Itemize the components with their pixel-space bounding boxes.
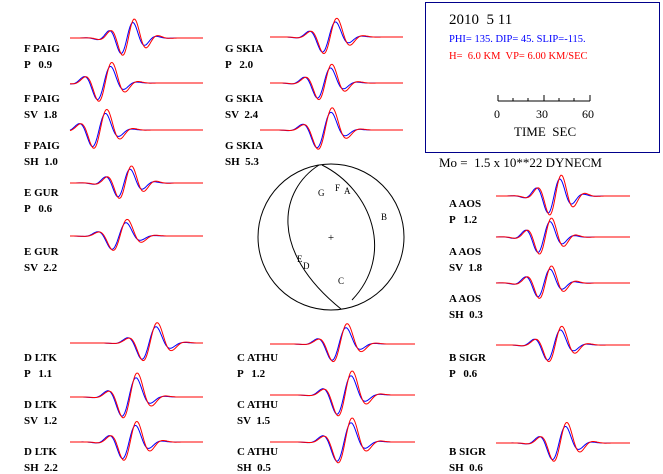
synthetic-trace-ltk-p xyxy=(70,322,203,362)
synthetic-trace-aos-p xyxy=(496,174,630,216)
synthetic-trace-gur-p xyxy=(70,165,203,199)
synthetic-trace-sigr-sh xyxy=(496,421,630,462)
station-marker-e: E xyxy=(297,254,303,264)
trace-label-skia-sv: G SKIA SV 2.4 xyxy=(225,93,264,121)
nodal-plane-2 xyxy=(321,164,376,301)
trace-label-gur-p: E GUR P 0.6 xyxy=(24,187,59,215)
trace-label-ltk-sh: D LTK SH 2.2 xyxy=(24,446,58,474)
synthetic-trace-ltk-sh xyxy=(70,420,203,461)
synthetic-trace-skia-p xyxy=(270,17,403,55)
waveform-skia-sv xyxy=(270,63,403,101)
ball-center-mark: + xyxy=(328,232,334,244)
trace-label-paig-sh: F PAIG SH 1.0 xyxy=(24,140,60,168)
trace-label-athu-p: C ATHU P 1.2 xyxy=(237,352,279,380)
waveform-paig-p xyxy=(70,18,203,56)
synthetic-trace-ltk-sv xyxy=(70,372,203,419)
synthetic-trace-aos-sv xyxy=(496,217,630,255)
time-axis-label: TIME SEC xyxy=(514,124,577,139)
trace-label-ltk-sv: D LTK SV 1.2 xyxy=(24,399,58,427)
event-info-box: 2010 5 11 PHI= 135. DIP= 45. SLIP=-115. … xyxy=(425,2,660,153)
waveform-ltk-p xyxy=(70,322,203,362)
synthetic-trace-skia-sh xyxy=(260,107,403,150)
waveform-skia-p xyxy=(270,17,403,55)
trace-label-sigr-sh: B SIGR SH 0.6 xyxy=(449,446,486,474)
trace-label-skia-p: G SKIA P 2.0 xyxy=(225,43,264,71)
waveform-ltk-sh xyxy=(70,420,203,461)
trace-label-aos-sh: A AOS SH 0.3 xyxy=(449,293,483,321)
synthetic-trace-athu-sh xyxy=(270,417,415,464)
station-marker-c: C xyxy=(338,276,344,286)
synthetic-trace-athu-sv xyxy=(270,370,415,417)
waveform-athu-sh xyxy=(270,417,415,464)
synthetic-trace-aos-sh xyxy=(496,265,630,299)
waveform-athu-sv xyxy=(270,370,415,417)
trace-label-athu-sh: C ATHU SH 0.5 xyxy=(237,446,279,474)
waveform-sigr-p xyxy=(496,325,630,363)
mechanism-parameters: PHI= 135. DIP= 45. SLIP=-115. xyxy=(449,34,586,45)
time-tick-30: 30 xyxy=(536,107,548,121)
waveform-gur-p xyxy=(70,165,203,199)
synthetic-trace-sigr-p xyxy=(496,325,630,363)
trace-label-paig-sv: F PAIG SV 1.8 xyxy=(24,93,60,121)
trace-label-aos-p: A AOS P 1.2 xyxy=(449,198,482,226)
synthetic-trace-athu-p xyxy=(270,323,415,363)
synthetic-trace-gur-sv xyxy=(70,218,203,251)
station-marker-a: A xyxy=(344,186,351,196)
trace-label-skia-sh: G SKIA SH 5.3 xyxy=(225,140,264,168)
station-marker-g: G xyxy=(318,188,325,198)
synthetic-trace-paig-sv xyxy=(69,61,203,102)
event-date: 2010 5 11 xyxy=(449,12,513,28)
synthetic-trace-paig-sh xyxy=(69,108,203,149)
waveform-aos-sh xyxy=(495,265,630,299)
synthetic-trace-skia-sv xyxy=(270,63,403,101)
trace-label-aos-sv: A AOS SV 1.8 xyxy=(449,246,483,274)
waveform-paig-sh xyxy=(69,108,203,149)
station-marker-f: F xyxy=(335,183,340,193)
focal-sphere-outline xyxy=(257,163,405,311)
trace-label-gur-sv: E GUR SV 2.2 xyxy=(24,246,59,274)
waveform-sigr-sh xyxy=(496,421,630,462)
waveform-skia-sh xyxy=(260,107,403,150)
station-marker-d: D xyxy=(303,261,310,271)
nodal-plane-1 xyxy=(287,164,342,310)
time-tick-60: 60 xyxy=(582,107,594,121)
trace-label-ltk-p: D LTK P 1.1 xyxy=(24,352,57,380)
waveform-aos-sv xyxy=(495,217,630,255)
trace-label-sigr-p: B SIGR P 0.6 xyxy=(449,352,486,380)
time-tick-0: 0 xyxy=(494,107,500,121)
waveform-ltk-sv xyxy=(70,372,203,419)
depth-velocity: H= 6.0 KM VP= 6.00 KM/SEC xyxy=(449,51,588,62)
waveform-aos-p xyxy=(496,174,630,216)
trace-label-athu-sv: C ATHU SV 1.5 xyxy=(237,399,279,427)
waveform-paig-sv xyxy=(69,61,203,102)
seismic-moment: Mo = 1.5 x 10**22 DYNECM xyxy=(439,155,602,170)
station-marker-b: B xyxy=(381,212,387,222)
synthetic-trace-paig-p xyxy=(70,18,203,56)
waveform-athu-p xyxy=(270,323,415,363)
time-scale-bar xyxy=(497,95,591,102)
waveform-gur-sv xyxy=(70,218,203,251)
trace-label-paig-p: F PAIG P 0.9 xyxy=(24,43,60,71)
